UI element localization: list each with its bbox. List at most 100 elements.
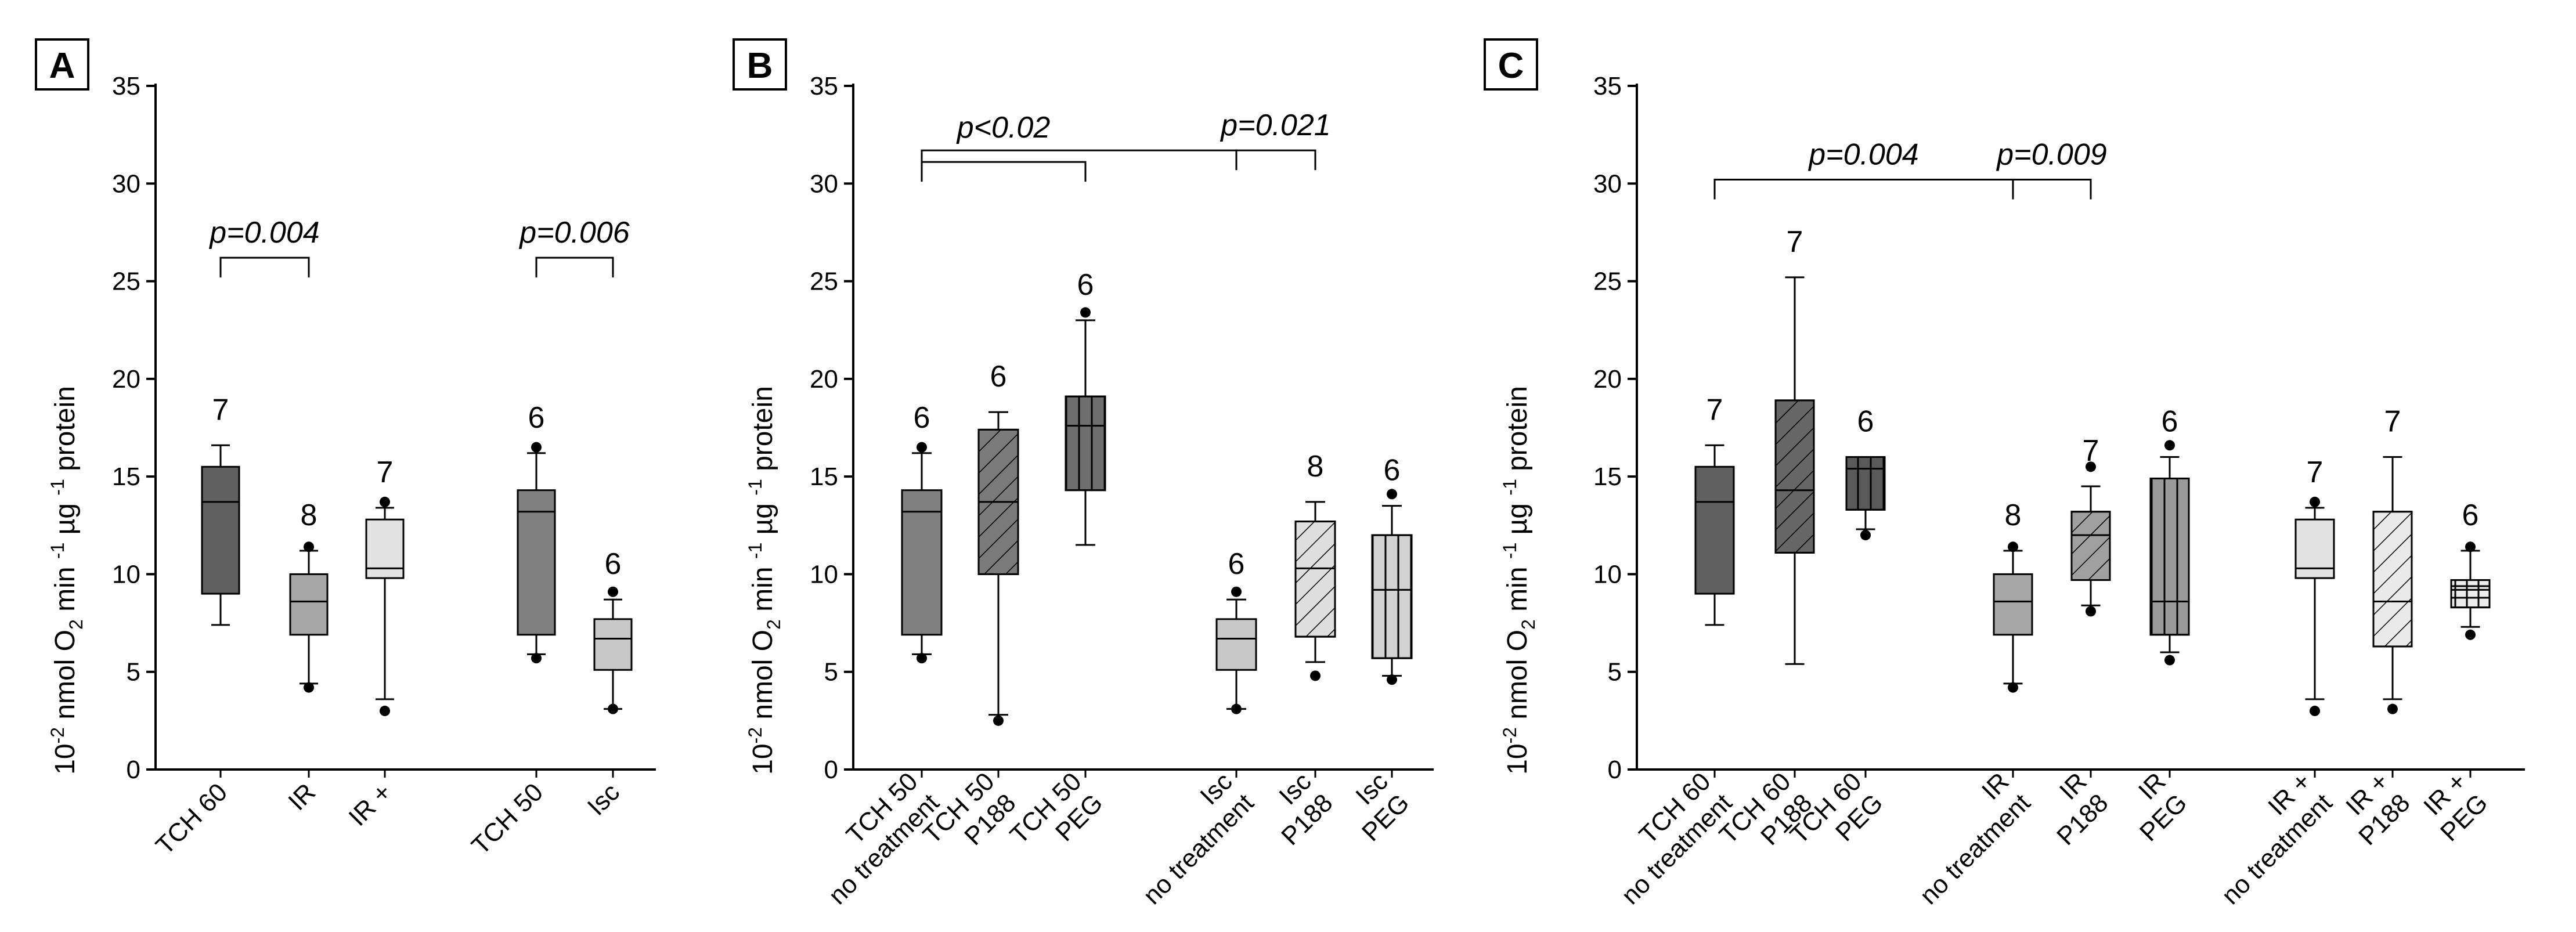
box-hatch (1372, 535, 1412, 659)
outlier-point (1310, 670, 1321, 681)
outlier-point (1860, 530, 1871, 541)
y-tick-label: 15 (112, 463, 140, 491)
y-tick-label: 0 (127, 756, 140, 784)
box (2294, 518, 2335, 579)
outlier-point (1387, 674, 1397, 685)
outlier-point (1231, 703, 1242, 714)
significance-bracket (1713, 179, 2014, 200)
y-tick-label: 25 (810, 268, 838, 296)
outlier-point (2164, 655, 2175, 666)
y-tick-label: 15 (810, 463, 838, 491)
y-tick-label: 30 (112, 169, 140, 198)
outlier-point (2310, 496, 2320, 507)
outlier-point (2310, 706, 2320, 717)
significance-bracket-outer (921, 149, 1238, 171)
x-tick-label-line: IR + (343, 778, 397, 832)
p-value-label: p=0.021 (1220, 109, 1330, 142)
n-label: 6 (1228, 547, 1245, 581)
y-tick-label: 20 (1593, 365, 1622, 393)
x-tick-label: TCH 50 (466, 778, 549, 860)
box (901, 489, 943, 636)
panel-b-plot: 0 5 10 15 20 25 30 35 6 TCH 50no treatment 6 TCH 50… (810, 72, 1434, 910)
significance-bracket (219, 257, 310, 278)
p-value-label: p=0.006 (518, 216, 629, 250)
y-tick-label: 10 (112, 560, 140, 588)
x-tick-label: IRno treatment (1893, 767, 2036, 910)
panel-b: B 10-2 nmol O2 min -1 µg -1 protein 0 5 10… (733, 38, 1434, 910)
panel-a-plot: 0 5 10 15 20 25 30 35 7 TCH 60 8 IR 7 IR + 6 TCH 50 6 Isc… (112, 72, 656, 860)
n-label: 6 (605, 547, 622, 581)
n-label: 6 (990, 360, 1007, 393)
p-value-label: p=0.009 (1996, 138, 2106, 172)
significance-bracket-inner (921, 161, 1087, 182)
n-label: 7 (1787, 225, 1803, 259)
y-tick-label: 30 (1593, 169, 1622, 198)
box-outline (2450, 579, 2491, 609)
x-tick-label: IR (283, 778, 321, 816)
x-tick-label: IRPEG (2113, 767, 2192, 847)
y-tick-label: 10 (810, 560, 838, 588)
outlier-point (608, 586, 618, 597)
significance-bracket (1235, 149, 1316, 171)
box (289, 573, 329, 636)
x-tick-label: IRP188 (2030, 767, 2113, 851)
x-tick-label: IR +no treatment (2195, 767, 2337, 910)
y-tick-label: 15 (1593, 463, 1622, 491)
outlier-point (917, 653, 927, 664)
box-outline (1845, 456, 1886, 511)
y-tick-label: 35 (810, 72, 838, 100)
outlier-point (2465, 541, 2476, 552)
n-label: 6 (528, 401, 545, 435)
x-tick-label: IR +PEG (2413, 767, 2493, 847)
x-tick-label-line: TCH 60 (150, 778, 233, 860)
y-tick-label: 35 (1593, 72, 1622, 100)
n-label: 7 (212, 393, 229, 427)
box-outline (2070, 511, 2111, 581)
x-tick-label: Isc (582, 778, 625, 821)
y-tick-label: 10 (1593, 560, 1622, 588)
x-tick-label: IscP188 (1254, 767, 1338, 851)
x-tick-label: IR +P188 (2332, 767, 2415, 851)
outlier-point (2387, 703, 2398, 714)
y-tick-label: 0 (1608, 756, 1622, 784)
x-tick-label-line: Isc (582, 778, 625, 821)
box-outline (1371, 534, 1413, 659)
x-tick-label-line: no treatment (1914, 789, 2036, 910)
outlier-point (2164, 440, 2175, 451)
outlier-point (380, 706, 390, 717)
x-tick-label: IscPEG (1335, 767, 1415, 847)
panel-b-letter-box (733, 38, 787, 91)
box (1694, 465, 1735, 595)
x-tick-label: Iscno treatment (1116, 767, 1259, 910)
box-hatch (2151, 478, 2189, 635)
box-outline (1065, 395, 1106, 492)
panel-c: C 10-2 nmol O2 min -1 µg -1 protein 0 5 10… (1484, 38, 2525, 910)
panel-c-plot: 0 5 10 15 20 25 30 35 7 TCH 60no treatment 7 TCH 60… (1593, 72, 2525, 910)
y-tick-label: 5 (1608, 658, 1622, 687)
outlier-point (2008, 682, 2018, 693)
p-value-label: p=0.004 (208, 216, 319, 250)
x-tick-label: TCH 50PEG (1005, 767, 1109, 871)
box (517, 489, 556, 636)
box (1993, 573, 2033, 636)
x-tick-label: IR + (343, 778, 397, 832)
x-tick-label-line: no treatment (1138, 789, 1259, 910)
n-label: 6 (914, 401, 930, 435)
box-outline (1774, 399, 1815, 554)
panel-a-ylabel: 10-2 nmol O2 min -1 µg -1 protein (47, 386, 86, 775)
n-label: 6 (1384, 454, 1401, 487)
x-tick-label: TCH 60 (150, 778, 233, 860)
x-tick-label-line: PEG (2134, 789, 2192, 847)
n-label: 6 (2162, 404, 2178, 438)
outlier-point (917, 442, 927, 453)
n-label: 8 (2005, 498, 2022, 532)
n-label: 7 (377, 456, 394, 489)
significance-bracket (535, 257, 614, 278)
outlier-point (993, 715, 1004, 726)
panel-b-letter: B (747, 46, 773, 86)
box-hatch (2373, 511, 2412, 646)
n-label: 7 (2384, 404, 2401, 438)
outlier-point (608, 703, 618, 714)
n-label: 7 (1706, 393, 1723, 427)
significance-bracket (2012, 179, 2092, 200)
